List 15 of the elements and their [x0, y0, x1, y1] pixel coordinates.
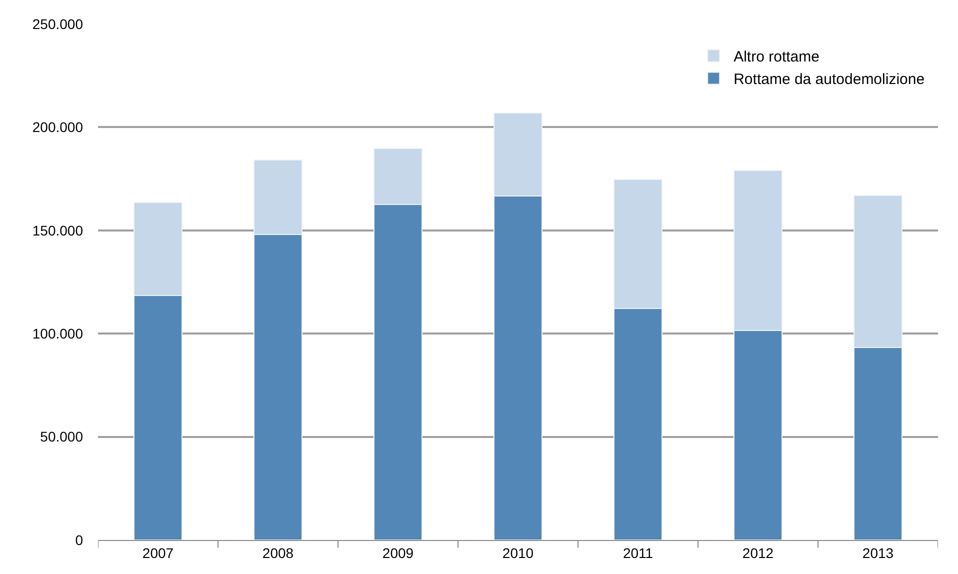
x-tick-label: 2009 — [382, 544, 414, 561]
y-tick-label: 200.000 — [32, 119, 84, 136]
x-tick-label: 2007 — [142, 544, 174, 561]
legend-label: Altro rottame — [734, 48, 820, 66]
x-tick-label: 2012 — [742, 544, 774, 561]
x-tick-label: 2013 — [862, 544, 894, 561]
y-tick-label: 250.000 — [32, 16, 84, 32]
y-tick-label: 150.000 — [32, 222, 84, 238]
x-tick-label: 2008 — [262, 544, 294, 561]
x-tick-label: 2010 — [502, 544, 534, 561]
y-tick-label: 0 — [75, 532, 84, 548]
x-tick-label: 2011 — [622, 544, 654, 561]
y-tick-label: 50.000 — [40, 428, 84, 445]
y-tick-label: 100.000 — [32, 326, 84, 342]
legend-label: Rottame da autodemolizione — [734, 71, 925, 88]
